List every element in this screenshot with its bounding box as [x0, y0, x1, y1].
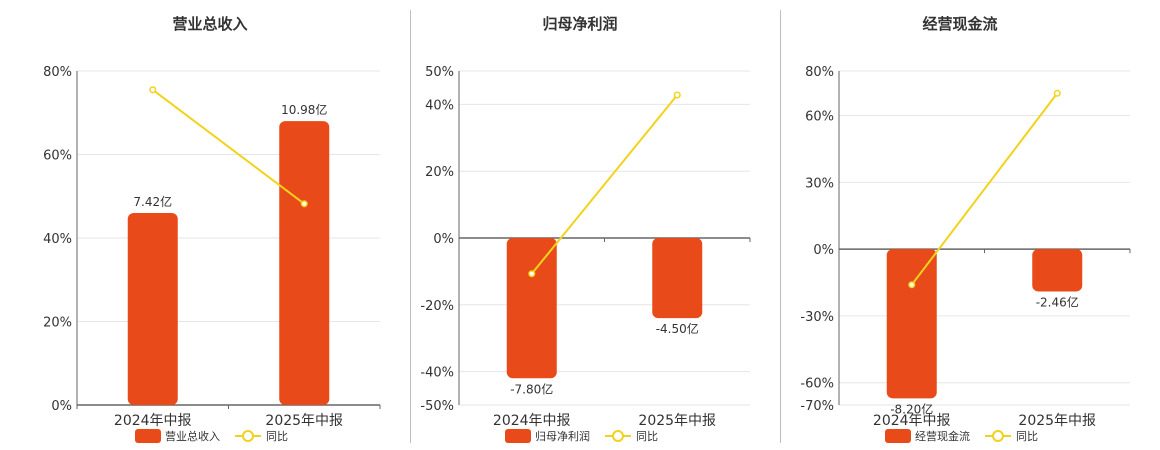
- y-tick-label: 20%: [43, 316, 72, 331]
- yoy-point: [149, 86, 157, 94]
- category-label: 2025年中报: [1018, 413, 1096, 429]
- y-tick-label: -40%: [420, 366, 454, 381]
- yoy-line: [152, 88, 305, 205]
- bar: [886, 249, 937, 399]
- bar-data-label: -2.46亿: [1036, 294, 1079, 309]
- bar: [127, 212, 178, 405]
- bar: [652, 238, 703, 319]
- bar: [506, 238, 557, 379]
- y-tick-label: 50%: [425, 65, 454, 80]
- legend-bar-swatch: [505, 429, 531, 443]
- category-label: 2025年中报: [265, 413, 343, 429]
- y-tick-label: -30%: [800, 310, 834, 325]
- y-tick-label: 0%: [51, 399, 72, 414]
- legend-line-label: 同比: [636, 430, 658, 443]
- bar-data-label: 7.42亿: [133, 194, 172, 209]
- chart-title: 营业总收入: [172, 15, 247, 33]
- y-tick-label: -50%: [420, 399, 454, 414]
- y-tick-label: -70%: [800, 399, 834, 414]
- bar-data-label: -8.20亿: [890, 401, 933, 416]
- bar-data-label: -7.80亿: [510, 381, 553, 396]
- y-tick-label: 80%: [805, 65, 834, 80]
- bar: [279, 121, 330, 405]
- y-tick-label: 80%: [43, 65, 72, 80]
- yoy-point: [1053, 89, 1061, 97]
- legend-line-marker: [612, 430, 624, 442]
- yoy-point: [908, 281, 916, 289]
- category-label: 2025年中报: [638, 413, 716, 429]
- yoy-line: [910, 92, 1059, 286]
- legend-bar-label: 营业总收入: [165, 429, 220, 443]
- panel-divider: [410, 10, 411, 443]
- y-tick-label: 30%: [805, 176, 834, 191]
- legend-bar-swatch: [885, 429, 911, 443]
- category-label: 2024年中报: [873, 413, 951, 429]
- chart-title: 经营现金流: [922, 15, 997, 33]
- bar: [1032, 249, 1083, 292]
- category-label: 2024年中报: [493, 413, 571, 429]
- chart-title: 归母净利润: [542, 15, 617, 33]
- bar-data-label: -4.50亿: [656, 321, 699, 336]
- y-tick-label: -60%: [800, 377, 834, 392]
- yoy-point: [300, 200, 308, 208]
- y-tick-label: 0%: [433, 232, 454, 247]
- y-tick-label: 40%: [425, 98, 454, 113]
- y-tick-label: 60%: [43, 149, 72, 164]
- category-label: 2024年中报: [114, 413, 192, 429]
- legend-line-label: 同比: [266, 430, 288, 443]
- y-tick-label: 0%: [813, 243, 834, 258]
- y-tick-label: 60%: [805, 110, 834, 125]
- yoy-point: [528, 270, 536, 278]
- yoy-point: [673, 91, 681, 99]
- y-tick-label: 40%: [43, 232, 72, 247]
- legend-line-marker: [242, 430, 254, 442]
- bar-data-label: 10.98亿: [281, 102, 327, 117]
- legend-bar-label: 经营现金流: [915, 429, 970, 443]
- legend-bar-swatch: [135, 429, 161, 443]
- legend-line-label: 同比: [1016, 430, 1038, 443]
- panel-divider: [780, 10, 781, 443]
- y-tick-label: -20%: [420, 299, 454, 314]
- yoy-line: [530, 94, 679, 275]
- legend-line-marker: [992, 430, 1004, 442]
- legend-bar-label: 归母净利润: [535, 429, 590, 443]
- y-tick-label: 20%: [425, 165, 454, 180]
